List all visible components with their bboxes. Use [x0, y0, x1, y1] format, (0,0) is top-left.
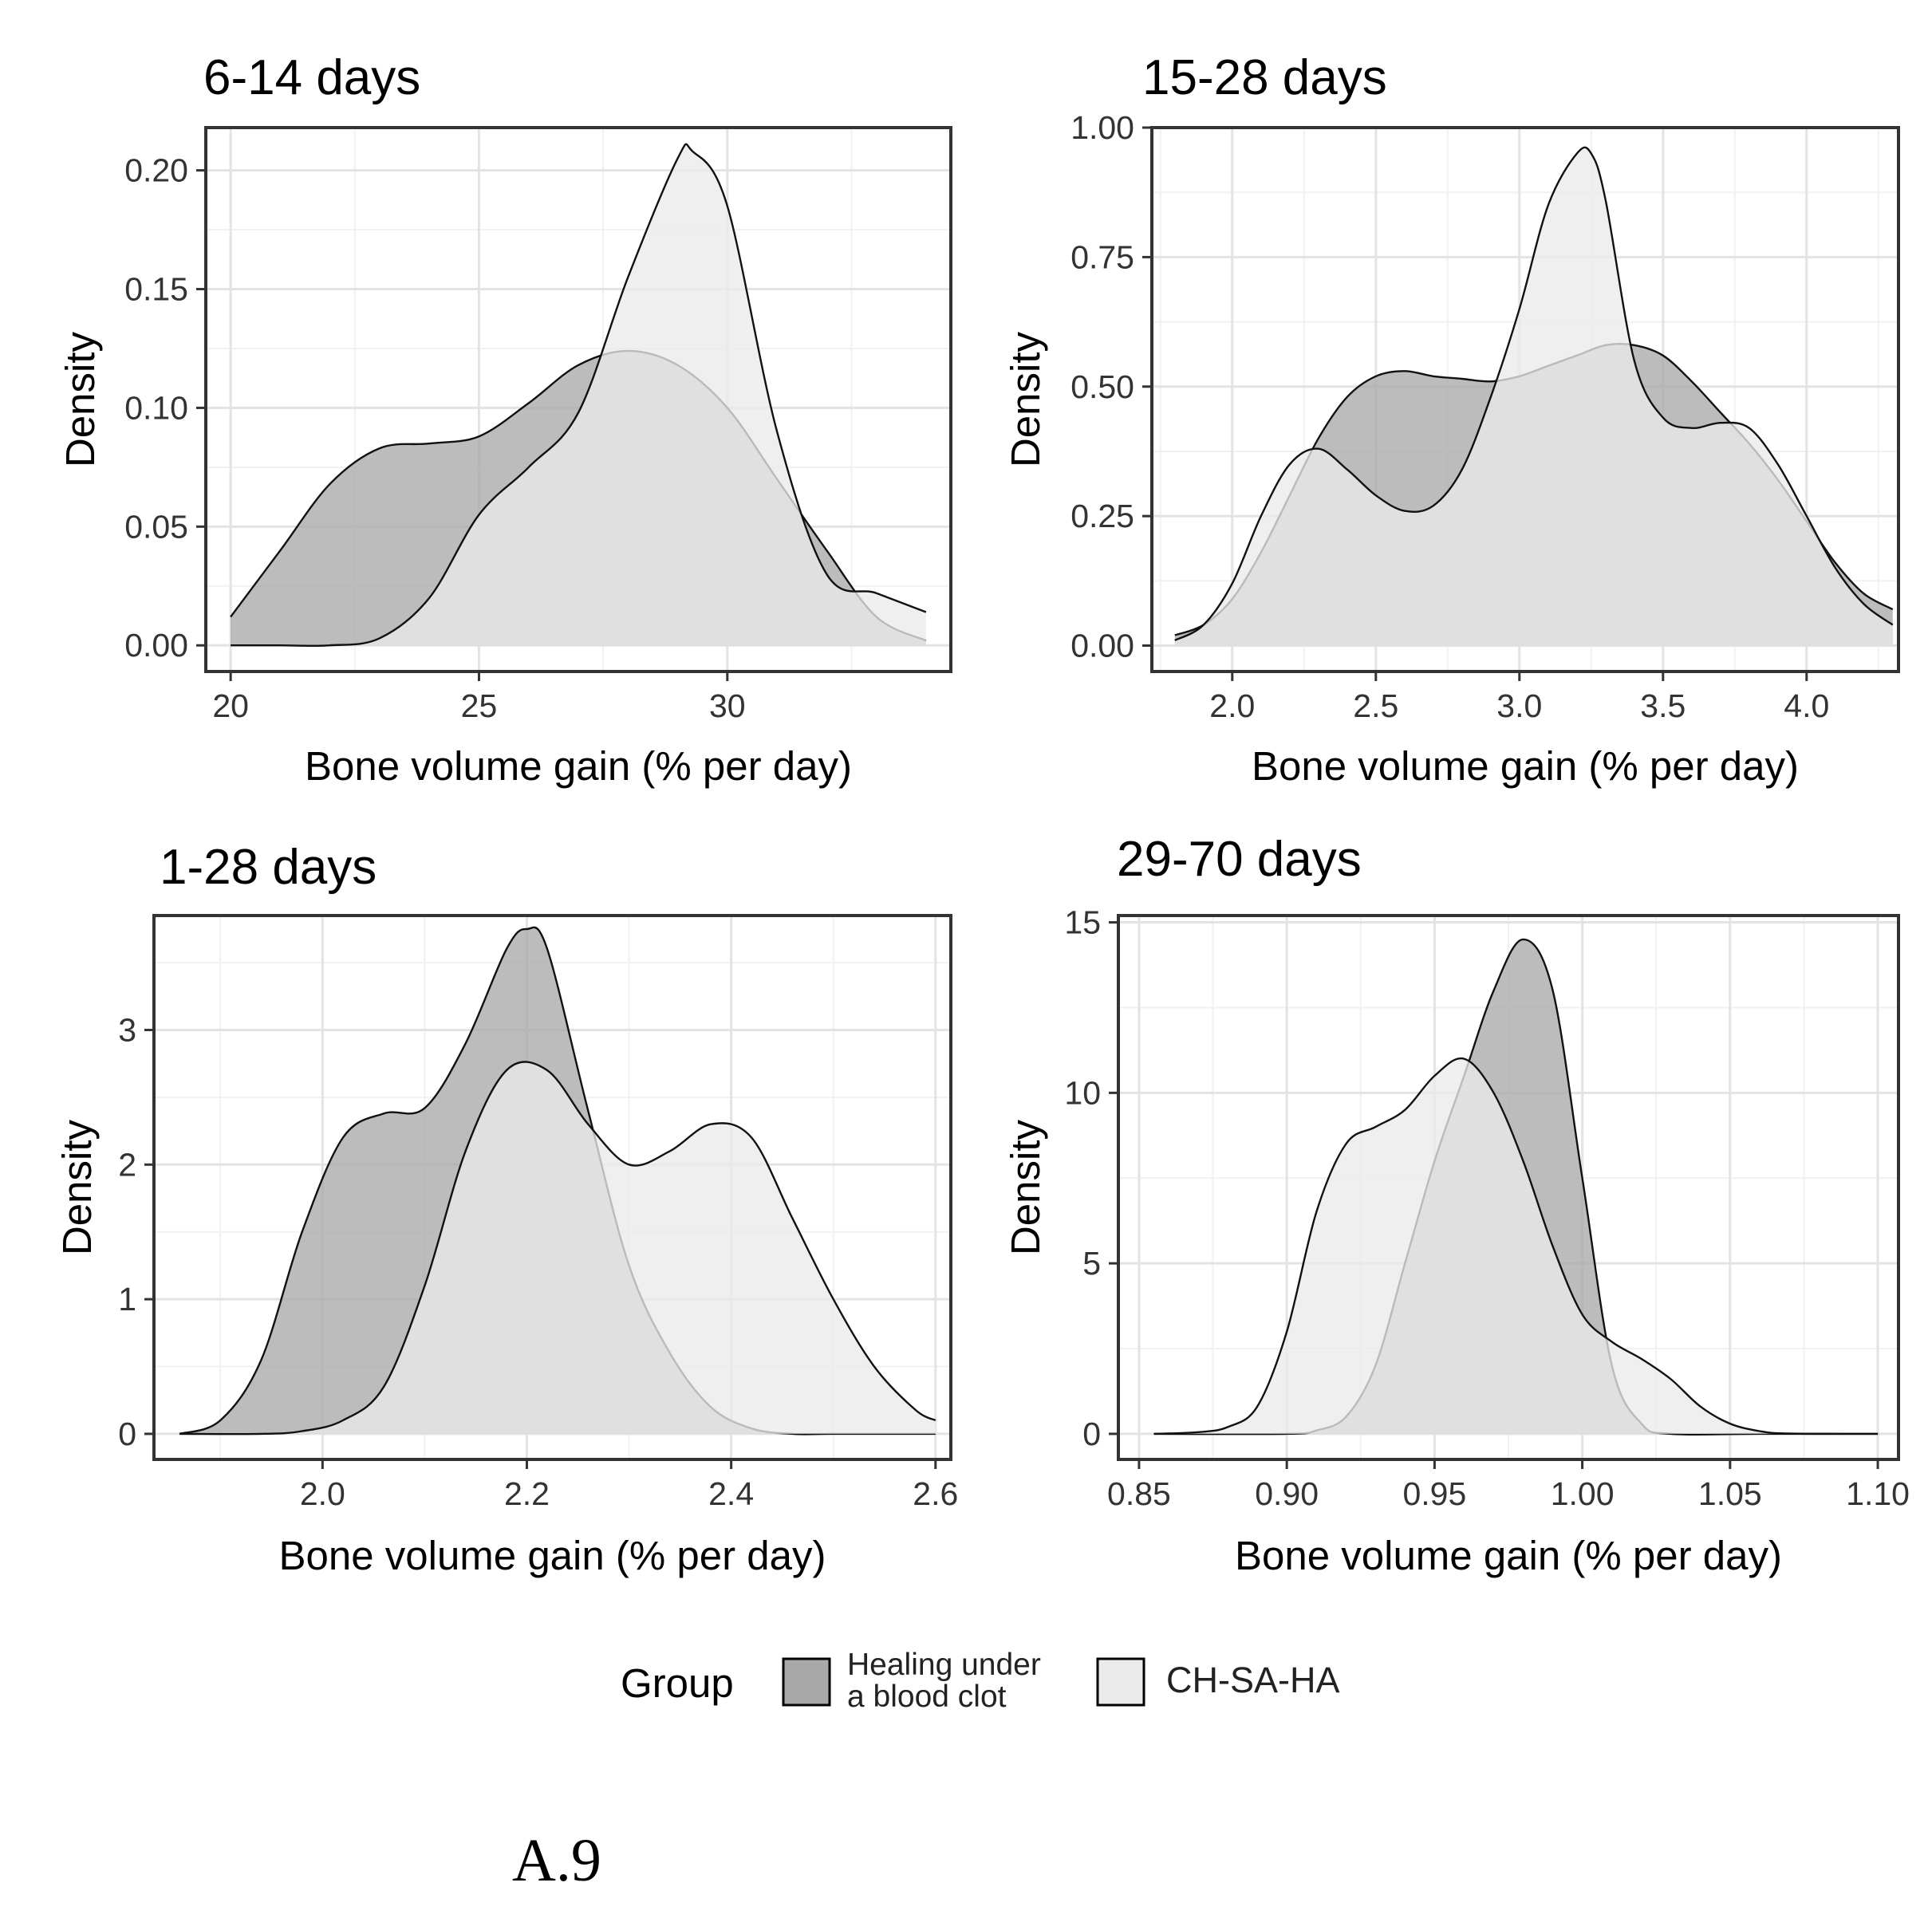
x-tick-label: 2.5 [1353, 687, 1398, 724]
panel-border [1150, 126, 1900, 673]
x-tick-label: 3.0 [1496, 687, 1542, 724]
x-axis-label: Bone volume gain (% per day) [305, 743, 852, 789]
y-tick-label: 5 [1082, 1245, 1101, 1282]
panel-6-14-days: 20 25 30 0.00 0.05 0.10 0.15 0.20 6-14 days Bone … [57, 50, 952, 789]
y-tick-label: 0.75 [1070, 238, 1134, 275]
y-tick-label: 15 [1064, 904, 1101, 941]
x-tick-label: 4.0 [1784, 687, 1829, 724]
panel-border [204, 126, 952, 673]
legend-key-ch-sa-ha [1096, 1657, 1145, 1707]
y-tick-label: 2 [118, 1146, 136, 1183]
y-tick-label: 0.25 [1070, 498, 1134, 534]
panel-border [1117, 914, 1900, 1461]
x-tick-label: 1.05 [1698, 1475, 1762, 1512]
legend-key-healing-under-a-blood-clot [782, 1657, 831, 1707]
y-axis-label: Density [57, 331, 103, 467]
legend-label-ch-sa-ha: CH-SA-HA [1166, 1660, 1340, 1700]
legend-label-healing-line-2: a blood clot [847, 1680, 1007, 1714]
x-tick-label: 3.5 [1640, 687, 1686, 724]
x-axis-label: Bone volume gain (% per day) [278, 1533, 826, 1578]
y-tick-label: 0.20 [124, 152, 188, 189]
x-tick-label: 1.10 [1846, 1475, 1910, 1512]
x-tick-label: 2.4 [708, 1475, 754, 1512]
y-tick-label: 3 [118, 1011, 136, 1048]
y-tick-label: 0.15 [124, 271, 188, 308]
x-tick-label: 25 [461, 687, 498, 724]
y-tick-label: 0.10 [124, 389, 188, 426]
x-tick-label: 2.0 [1209, 687, 1255, 724]
y-tick-label: 1 [118, 1281, 136, 1317]
density-area-ch-sa-ha [1153, 1058, 1879, 1434]
y-axis-label: Density [1003, 331, 1048, 467]
x-axis-label: Bone volume gain (% per day) [1252, 743, 1799, 789]
panel-title: 6-14 days [203, 50, 420, 105]
panel-15-28-days: 2.0 2.5 3.0 3.5 4.0 0.00 0.25 0.50 0.75 1.0015-28… [1003, 50, 1900, 789]
density-area-ch-sa-ha [231, 144, 926, 646]
panel-title: 1-28 days [160, 840, 377, 895]
density-area-ch-sa-ha [1174, 147, 1893, 646]
x-tick-label: 30 [709, 687, 746, 724]
y-tick-label: 0 [1082, 1416, 1101, 1452]
x-tick-label: 1.00 [1551, 1475, 1615, 1512]
density-curve-healing-under-a-blood-clot [230, 349, 927, 642]
panel-1-28-days: 2.0 2.2 2.4 2.6 0 1 2 3 1-28 days Bone volume gai… [54, 840, 958, 1578]
x-tick-label: 2.0 [300, 1475, 345, 1512]
panel-29-70-days: 0.85 0.90 0.95 1.00 1.05 1.10 0 5 10 15 29-70 days… [1003, 832, 1910, 1578]
density-curve-ch-sa-ha [1174, 146, 1894, 642]
x-axis-label: Bone volume gain (% per day) [1235, 1533, 1782, 1578]
panel-border [152, 914, 952, 1461]
y-axis-label: Density [1003, 1119, 1048, 1255]
figure-caption: A.9 [512, 1827, 601, 1894]
y-tick-label: 0 [118, 1416, 136, 1452]
y-tick-label: 0.05 [124, 508, 188, 545]
panel-title: 29-70 days [1117, 832, 1362, 887]
y-tick-label: 0.00 [1070, 628, 1134, 664]
y-tick-label: 1.00 [1070, 109, 1134, 146]
x-tick-label: 2.6 [913, 1475, 958, 1512]
x-tick-label: 20 [212, 687, 249, 724]
y-tick-label: 0.00 [124, 627, 188, 664]
y-tick-label: 10 [1064, 1074, 1101, 1111]
x-tick-label: 0.85 [1107, 1475, 1171, 1512]
y-tick-label: 0.50 [1070, 368, 1134, 405]
x-tick-label: 2.2 [504, 1475, 550, 1512]
density-curve-ch-sa-ha [1153, 1057, 1879, 1436]
x-tick-label: 0.90 [1255, 1475, 1319, 1512]
density-area-ch-sa-ha [179, 1061, 936, 1435]
legend: Group Healing under a blood clot CH-SA-H… [621, 1648, 1340, 1714]
y-axis-label: Density [54, 1119, 100, 1255]
x-tick-label: 0.95 [1402, 1475, 1466, 1512]
legend-label-healing-line-1: Healing under [847, 1648, 1041, 1682]
panel-title: 15-28 days [1142, 50, 1387, 105]
density-curve-ch-sa-ha [179, 1061, 936, 1436]
density-curve-ch-sa-ha [231, 143, 927, 648]
legend-title: Group [621, 1660, 734, 1706]
